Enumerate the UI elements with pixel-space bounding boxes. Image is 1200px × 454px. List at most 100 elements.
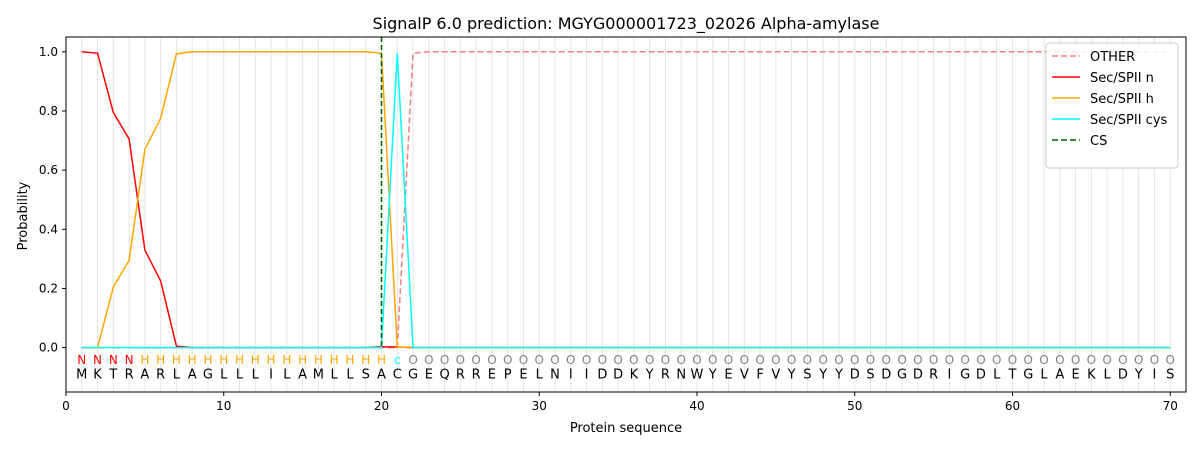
region-label: O xyxy=(519,353,528,367)
region-label: O xyxy=(897,353,906,367)
residue-letter: L xyxy=(1040,368,1048,383)
residue-letter: D xyxy=(881,368,891,383)
residue-letter: A xyxy=(188,368,197,383)
residue-letter: E xyxy=(488,368,496,383)
residue-letter: D xyxy=(850,368,860,383)
residue-letter: A xyxy=(298,368,307,383)
region-label: O xyxy=(582,353,591,367)
residue-letter: F xyxy=(756,368,763,383)
region-label: O xyxy=(424,353,433,367)
residue-letter: I xyxy=(1153,368,1157,383)
residue-letter: A xyxy=(1055,368,1064,383)
y-axis-label: Probability xyxy=(16,181,31,250)
residue-letter: S xyxy=(866,368,874,383)
residue-letter: S xyxy=(362,368,370,383)
residue-letter: D xyxy=(976,368,986,383)
x-tick-label: 50 xyxy=(847,399,862,413)
x-tick-label: 20 xyxy=(374,399,389,413)
residue-letter: I xyxy=(269,368,273,383)
region-label: H xyxy=(345,353,354,367)
residue-letter: E xyxy=(1071,368,1079,383)
region-label: O xyxy=(834,353,843,367)
residue-letter: Y xyxy=(1134,368,1143,383)
region-label: H xyxy=(361,353,370,367)
residue-letter: V xyxy=(771,368,780,383)
region-label: O xyxy=(1118,353,1127,367)
residue-letter: R xyxy=(929,368,938,383)
residue-letter: G xyxy=(1023,368,1033,383)
region-label: O xyxy=(1039,353,1048,367)
region-label: O xyxy=(992,353,1001,367)
region-label: H xyxy=(298,353,307,367)
region-label: O xyxy=(471,353,480,367)
region-label: N xyxy=(125,353,134,367)
x-tick-label: 30 xyxy=(532,399,547,413)
series-line-2 xyxy=(81,51,1171,349)
grid-layer xyxy=(81,37,1171,392)
region-label: O xyxy=(613,353,622,367)
region-label: O xyxy=(456,353,465,367)
residue-letter: V xyxy=(740,368,749,383)
x-tick-label: 10 xyxy=(216,399,231,413)
region-label: O xyxy=(882,353,891,367)
residue-letter: L xyxy=(220,368,228,383)
series-line-0 xyxy=(81,51,1171,349)
series-layer xyxy=(81,37,1171,349)
residue-letter: G xyxy=(897,368,907,383)
residue-letter: Y xyxy=(834,368,843,383)
region-label: O xyxy=(960,353,969,367)
region-label: O xyxy=(1071,353,1080,367)
residue-letter: R xyxy=(661,368,670,383)
residue-letter: I xyxy=(947,368,951,383)
region-label: O xyxy=(1150,353,1159,367)
region-label: O xyxy=(1024,353,1033,367)
region-label: H xyxy=(188,353,197,367)
region-label: O xyxy=(1055,353,1064,367)
region-label: O xyxy=(645,353,654,367)
residue-letter: K xyxy=(630,368,639,383)
y-tick-label: 1.0 xyxy=(39,45,58,59)
residue-letter: Y xyxy=(787,368,796,383)
residue-letter: N xyxy=(550,368,560,383)
residue-letter: D xyxy=(1118,368,1128,383)
region-label: O xyxy=(787,353,796,367)
region-label: H xyxy=(156,353,165,367)
legend: OTHER Sec/SPII n Sec/SPII h Sec/SPII cys CS xyxy=(1045,42,1179,169)
region-label: H xyxy=(235,353,244,367)
chart-title: SignalP 6.0 prediction: MGYG000001723_02… xyxy=(373,14,880,34)
region-label: O xyxy=(676,353,685,367)
region-label: O xyxy=(1102,353,1111,367)
residue-letter: L xyxy=(252,368,260,383)
region-label: O xyxy=(598,353,607,367)
region-label: O xyxy=(818,353,827,367)
region-label: O xyxy=(692,353,701,367)
residue-letter: I xyxy=(585,368,589,383)
region-label: H xyxy=(203,353,212,367)
plot-frame xyxy=(65,36,1187,393)
residue-letter: R xyxy=(156,368,165,383)
region-label: H xyxy=(314,353,323,367)
residue-letter: L xyxy=(993,368,1001,383)
residue-letter: K xyxy=(93,368,102,383)
region-label: N xyxy=(77,353,86,367)
region-label: O xyxy=(850,353,859,367)
residue-letter: Y xyxy=(708,368,717,383)
residue-letter: R xyxy=(472,368,481,383)
region-label: O xyxy=(708,353,717,367)
residue-letter: L xyxy=(236,368,244,383)
region-label: H xyxy=(377,353,386,367)
residue-letter: Y xyxy=(818,368,827,383)
residue-letter: G xyxy=(960,368,970,383)
residue-letter: A xyxy=(377,368,386,383)
region-label: O xyxy=(913,353,922,367)
region-label: H xyxy=(172,353,181,367)
region-label: O xyxy=(1165,353,1174,367)
region-label: c xyxy=(394,353,401,367)
region-label: N xyxy=(109,353,118,367)
region-label: O xyxy=(976,353,985,367)
region-label: H xyxy=(219,353,228,367)
region-label: O xyxy=(724,353,733,367)
region-label: O xyxy=(945,353,954,367)
x-tick-label: 0 xyxy=(62,399,70,413)
